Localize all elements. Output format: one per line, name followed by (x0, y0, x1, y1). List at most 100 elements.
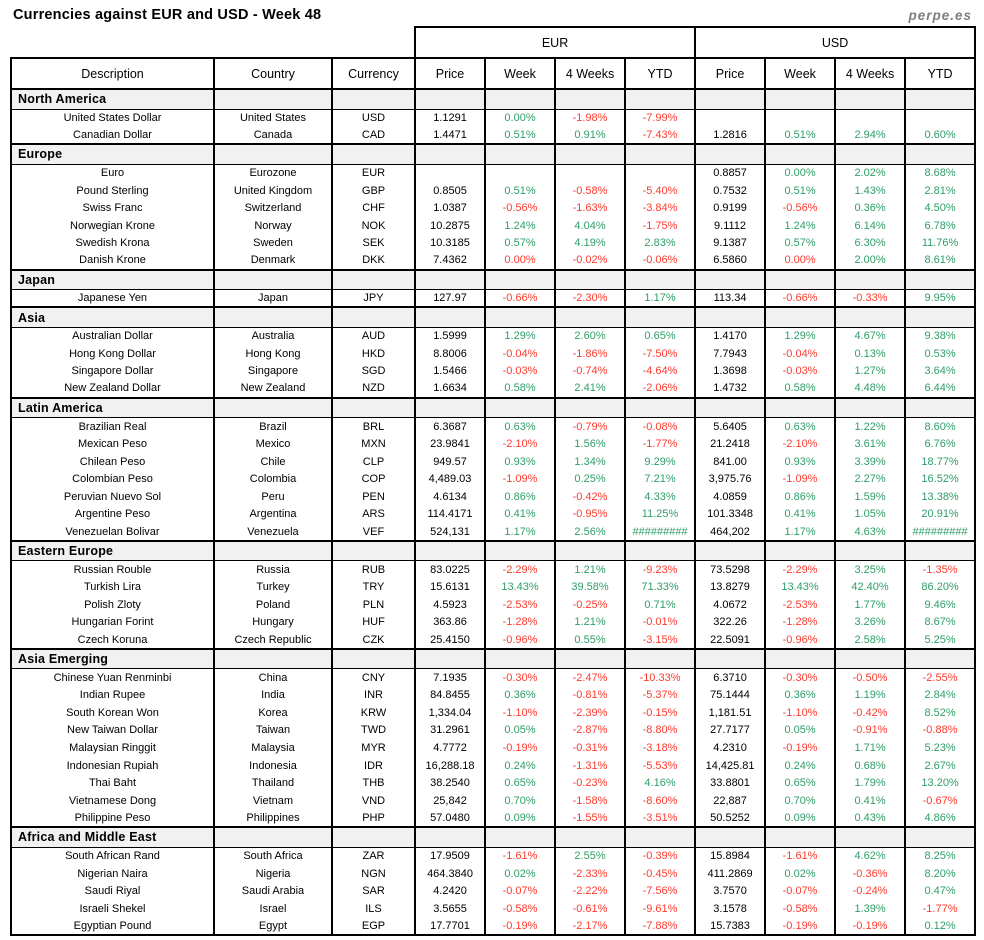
cell-eur-4weeks: 0.55% (554, 631, 627, 649)
cell-usd-week: 0.58% (764, 380, 837, 398)
currency-row: Mexican Peso Mexico MXN 23.9841 -2.10% 1.56% -… (10, 435, 977, 453)
section-row: Asia Emerging (10, 647, 977, 670)
cell-usd-4weeks: 0.68% (834, 756, 907, 775)
cell-usd-ytd: 6.78% (904, 216, 977, 235)
cell-currency-code: USD (330, 109, 417, 127)
currency-row: Chilean Peso Chile CLP 949.57 0.93% 1.34% 9.29… (10, 452, 977, 471)
section-cell (414, 539, 487, 562)
cell-eur-price: 25,842 (414, 792, 487, 810)
section-row: Europe (10, 143, 977, 165)
cell-usd-week: 0.93% (764, 452, 837, 471)
section-row: North America (10, 88, 977, 110)
currency-row: Brazilian Real Brazil BRL 6.3687 0.63% -0.79%… (10, 417, 977, 436)
cell-eur-week: -0.66% (484, 289, 557, 308)
cell-description: Turkish Lira (10, 578, 215, 597)
cell-eur-price: 1.0387 (414, 199, 487, 217)
cell-eur-4weeks: 0.25% (554, 470, 627, 489)
cell-eur-price: 4.5923 (414, 596, 487, 614)
cell-country: Denmark (213, 252, 333, 270)
currency-row: Venezuelan Bolivar Venezuela VEF 524,131 1.1… (10, 523, 977, 541)
section-cell (904, 306, 977, 328)
cell-eur-week: -2.10% (484, 435, 557, 453)
section-cell (624, 306, 697, 328)
cell-usd-4weeks: 1.22% (834, 417, 907, 436)
col-header-eur-week: Week (484, 57, 557, 90)
cell-eur-4weeks: -1.58% (554, 792, 627, 810)
cell-usd-4weeks: 4.63% (834, 523, 907, 541)
cell-usd-ytd: 2.81% (904, 181, 977, 200)
cell-currency-code: INR (330, 686, 417, 705)
cell-eur-4weeks: -0.95% (554, 505, 627, 524)
section-cell (694, 306, 767, 328)
cell-country: Canada (213, 126, 333, 145)
cell-usd-ytd: 2.84% (904, 686, 977, 705)
cell-usd-ytd: 8.67% (904, 613, 977, 632)
cell-description: Chilean Peso (10, 452, 215, 471)
cell-eur-week: 0.09% (484, 809, 557, 828)
cell-eur-ytd: -7.43% (624, 126, 697, 145)
cell-eur-week: 0.41% (484, 505, 557, 524)
cell-country: Russia (213, 560, 333, 579)
section-cell (764, 396, 837, 419)
cell-usd-4weeks: 42.40% (834, 578, 907, 597)
section-cell (554, 647, 627, 670)
cell-eur-4weeks (554, 164, 627, 182)
cell-usd-4weeks: -0.24% (834, 882, 907, 900)
cell-eur-price: 38.2540 (414, 774, 487, 792)
cell-currency-code: SAR (330, 882, 417, 900)
cell-usd-ytd: -1.35% (904, 560, 977, 579)
cell-currency-code: MXN (330, 435, 417, 453)
section-cell (624, 826, 697, 848)
section-label: Eastern Europe (10, 539, 215, 562)
section-cell (330, 306, 417, 328)
cell-usd-4weeks: -0.19% (834, 917, 907, 937)
cell-usd-4weeks: -0.33% (834, 289, 907, 308)
currency-row: Pound Sterling United Kingdom GBP 0.8505 0.5… (10, 181, 977, 200)
cell-description: Danish Krone (10, 252, 215, 270)
section-cell (330, 143, 417, 165)
currency-row: Colombian Peso Colombia COP 4,489.03 -1.09% 0… (10, 470, 977, 489)
cell-country: Argentina (213, 505, 333, 524)
cell-usd-price: 50.5252 (694, 809, 767, 828)
cell-usd-4weeks: 2.94% (834, 126, 907, 145)
cell-usd-price (694, 109, 767, 127)
section-cell (554, 268, 627, 291)
cell-usd-4weeks (834, 109, 907, 127)
cell-country: Singapore (213, 362, 333, 381)
cell-usd-4weeks: 1.71% (834, 739, 907, 757)
cell-eur-price (414, 164, 487, 182)
cell-country: Indonesia (213, 756, 333, 775)
section-cell (213, 396, 333, 419)
cell-eur-price: 17.7701 (414, 917, 487, 937)
cell-usd-price: 3.1578 (694, 899, 767, 918)
cell-eur-ytd: -3.18% (624, 739, 697, 757)
cell-usd-week: 0.70% (764, 792, 837, 810)
cell-eur-ytd: -8.60% (624, 792, 697, 810)
cell-eur-4weeks: -2.17% (554, 917, 627, 937)
cell-eur-4weeks: 2.60% (554, 327, 627, 345)
cell-currency-code: VND (330, 792, 417, 810)
cell-eur-ytd: -3.15% (624, 631, 697, 649)
cell-description: Norwegian Krone (10, 216, 215, 235)
section-cell (834, 268, 907, 291)
section-label: Asia Emerging (10, 647, 215, 670)
section-cell (834, 306, 907, 328)
section-cell (904, 88, 977, 110)
cell-description: Pound Sterling (10, 181, 215, 200)
section-cell (624, 143, 697, 165)
section-cell (554, 539, 627, 562)
currency-row: Norwegian Krone Norway NOK 10.2875 1.24% 4.04… (10, 216, 977, 235)
cell-usd-4weeks: 1.59% (834, 488, 907, 506)
cell-eur-4weeks: -0.42% (554, 488, 627, 506)
section-cell (330, 539, 417, 562)
cell-usd-price: 841.00 (694, 452, 767, 471)
cell-description: Chinese Yuan Renminbi (10, 668, 215, 687)
currency-row: Euro Eurozone EUR 0.8857 0.00% 2.02% 8.68% (10, 164, 977, 182)
cell-eur-ytd: 0.71% (624, 596, 697, 614)
currency-row: Russian Rouble Russia RUB 83.0225 -2.29% 1.21… (10, 560, 977, 579)
section-cell (484, 306, 557, 328)
cell-usd-price: 3,975.76 (694, 470, 767, 489)
section-cell (213, 143, 333, 165)
cell-usd-ytd: -1.77% (904, 899, 977, 918)
cell-eur-4weeks: 0.91% (554, 126, 627, 145)
